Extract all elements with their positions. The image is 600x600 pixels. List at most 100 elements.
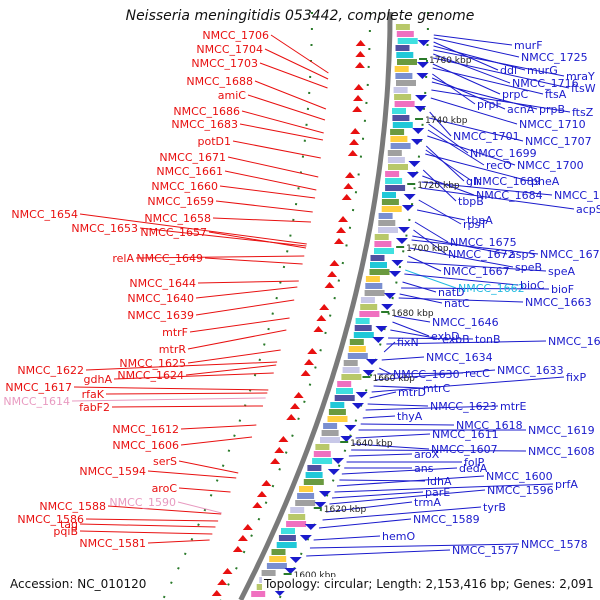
gene-label-right[interactable]: NMCC_1667	[443, 265, 510, 278]
gene-label-left[interactable]: NMCC_1658	[144, 212, 211, 225]
gene-label-left[interactable]: NMCC_1590	[109, 496, 176, 509]
gene-label-left[interactable]: NMCC_1639	[127, 309, 194, 322]
gene-label-right[interactable]: NMCC_1707	[525, 135, 592, 148]
gene-label-right[interactable]: NMCC_1675	[450, 236, 517, 249]
gene-label-right[interactable]: mraY	[566, 70, 595, 83]
gene-label-right[interactable]: murG	[527, 64, 558, 77]
gene-label-right[interactable]: NMCC_1645	[548, 335, 600, 348]
gene-label-right[interactable]: NMCC_1725	[521, 51, 588, 64]
gene-label-right[interactable]: NMCC_1611	[432, 428, 499, 441]
gene-label-left[interactable]: aroC	[152, 482, 178, 495]
gene-label-right[interactable]: NMCC_1716	[512, 77, 579, 90]
gene-label-left[interactable]: NMCC_1671	[159, 151, 226, 164]
gene-label-right[interactable]: NMCC_1589	[413, 513, 480, 526]
gene-label-left[interactable]: NMCC_1703	[191, 57, 258, 70]
gene-label-right[interactable]: NMCC_1630	[393, 368, 460, 381]
gene-label-right[interactable]: NMCC_1701	[453, 130, 520, 143]
gene-label-left[interactable]: gdhA	[84, 373, 113, 386]
gene-label-right[interactable]: NMCC_1710	[519, 118, 586, 131]
gene-label-right[interactable]: NMCC_1634	[426, 351, 493, 364]
gene-label-right[interactable]: NMCC_1619	[528, 424, 595, 437]
gene-label-right[interactable]: prpF	[477, 98, 502, 111]
gene-label-right[interactable]: NMCC_1618	[456, 419, 523, 432]
gene-label-right[interactable]: parE	[425, 486, 450, 499]
gene-label-right[interactable]: bioC	[520, 279, 545, 292]
gene-label-right[interactable]: murF	[514, 39, 543, 52]
gene-label-left[interactable]: relA	[112, 252, 134, 265]
gene-label-left[interactable]: NMCC_1617	[5, 381, 72, 394]
gene-label-right[interactable]: pheA	[531, 175, 560, 188]
gene-label-left[interactable]: NMCC_1706	[202, 29, 269, 42]
gene-label-right[interactable]: tonB	[475, 333, 501, 346]
gene-label-right[interactable]: ftsZ	[572, 106, 594, 119]
gene-label-right[interactable]: hemO	[382, 530, 415, 543]
gene-label-right[interactable]: NMCC_1607	[431, 443, 498, 456]
gene-label-right[interactable]: ftsA	[545, 88, 567, 101]
gene-label-right[interactable]: mtrD	[398, 386, 426, 399]
gene-label-right[interactable]: recC	[465, 367, 490, 380]
gene-label-left[interactable]: NMCC_1586	[17, 513, 84, 526]
gene-label-left[interactable]: NMCC_1661	[156, 165, 223, 178]
gene-label-right[interactable]: mtrC	[423, 382, 451, 395]
gene-label-right[interactable]: NMCC_1672	[448, 248, 515, 261]
gene-label-right[interactable]: NMCC_1633	[497, 364, 564, 377]
gene-label-left[interactable]: NMCC_1704	[196, 43, 263, 56]
gene-label-right[interactable]: exbD	[431, 330, 460, 343]
gene-label-right[interactable]: mtrE	[500, 400, 527, 413]
gene-label-left[interactable]: tag	[60, 518, 78, 531]
gene-label-left[interactable]: NMCC_1606	[112, 439, 179, 452]
gene-label-right[interactable]: acnA	[507, 103, 535, 116]
gene-label-right[interactable]: glr	[466, 175, 481, 188]
gene-label-right[interactable]: aroX	[414, 448, 440, 461]
gene-label-left[interactable]: NMCC_1649	[136, 252, 203, 265]
gene-label-right[interactable]: NMCC_1684	[476, 189, 543, 202]
gene-label-right[interactable]: folP	[464, 456, 485, 469]
gene-label-left[interactable]: NMCC_1688	[186, 75, 253, 88]
gene-label-right[interactable]: thyA	[397, 410, 423, 423]
gene-label-right[interactable]: speB	[515, 261, 542, 274]
gene-label-right[interactable]: NMCC_1662	[458, 282, 525, 295]
gene-label-right[interactable]: NMCC_1689	[474, 175, 541, 188]
gene-label-left[interactable]: NMCC_1657	[140, 226, 207, 239]
gene-label-left[interactable]: NMCC_1660	[151, 180, 218, 193]
gene-label-left[interactable]: NMCC_1581	[79, 537, 146, 550]
gene-label-right[interactable]: NMCC_1577	[452, 544, 519, 557]
gene-label-right[interactable]: bioF	[551, 283, 574, 296]
gene-label-right[interactable]: NMCC_1690	[554, 189, 600, 202]
gene-label-right[interactable]: NMCC_1578	[521, 538, 588, 551]
gene-label-left[interactable]: NMCC_1612	[112, 423, 179, 436]
gene-label-right[interactable]: ddl	[500, 64, 517, 77]
gene-label-right[interactable]: recO	[486, 159, 512, 172]
gene-label-left[interactable]: pqiB	[53, 525, 78, 538]
gene-label-right[interactable]: speA	[548, 265, 575, 278]
gene-label-right[interactable]: tbpB	[458, 195, 484, 208]
gene-label-left[interactable]: NMCC_1640	[127, 292, 194, 305]
gene-label-right[interactable]: natD	[438, 286, 465, 299]
gene-label-right[interactable]: ldhA	[427, 475, 452, 488]
gene-label-right[interactable]: acpS	[576, 203, 600, 216]
gene-label-right[interactable]: NMCC_1596	[487, 484, 554, 497]
gene-label-left[interactable]: mtrF	[162, 326, 188, 339]
gene-label-right[interactable]: exbB	[442, 333, 470, 346]
gene-label-left[interactable]: NMCC_1644	[129, 277, 196, 290]
gene-label-right[interactable]: NMCC_1678	[540, 248, 600, 261]
gene-label-right[interactable]: NMCC_1663	[525, 296, 592, 309]
gene-label-right[interactable]: fixN	[397, 336, 419, 349]
gene-label-left[interactable]: NMCC_1594	[79, 465, 146, 478]
gene-label-right[interactable]: NMCC_1699	[470, 147, 537, 160]
gene-label-right[interactable]: tbpA	[467, 214, 493, 227]
gene-label-left[interactable]: NMCC_1686	[173, 105, 240, 118]
gene-label-right[interactable]: aspS	[509, 248, 535, 261]
gene-label-left[interactable]: NMCC_1659	[147, 195, 214, 208]
gene-label-left[interactable]: fabF2	[79, 401, 110, 414]
gene-label-right[interactable]: prfA	[555, 478, 578, 491]
gene-label-left[interactable]: NMCC_1625	[119, 357, 186, 370]
gene-label-left[interactable]: NMCC_1622	[17, 364, 84, 377]
gene-label-left[interactable]: rfaK	[82, 388, 105, 401]
gene-label-left[interactable]: NMCC_1683	[171, 118, 238, 131]
gene-label-right[interactable]: fixP	[566, 371, 586, 384]
gene-label-left[interactable]: NMCC_1614	[3, 395, 70, 408]
gene-label-right[interactable]: tyrB	[483, 501, 506, 514]
gene-label-left[interactable]: serS	[153, 455, 177, 468]
gene-label-left[interactable]: NMCC_1588	[39, 500, 106, 513]
